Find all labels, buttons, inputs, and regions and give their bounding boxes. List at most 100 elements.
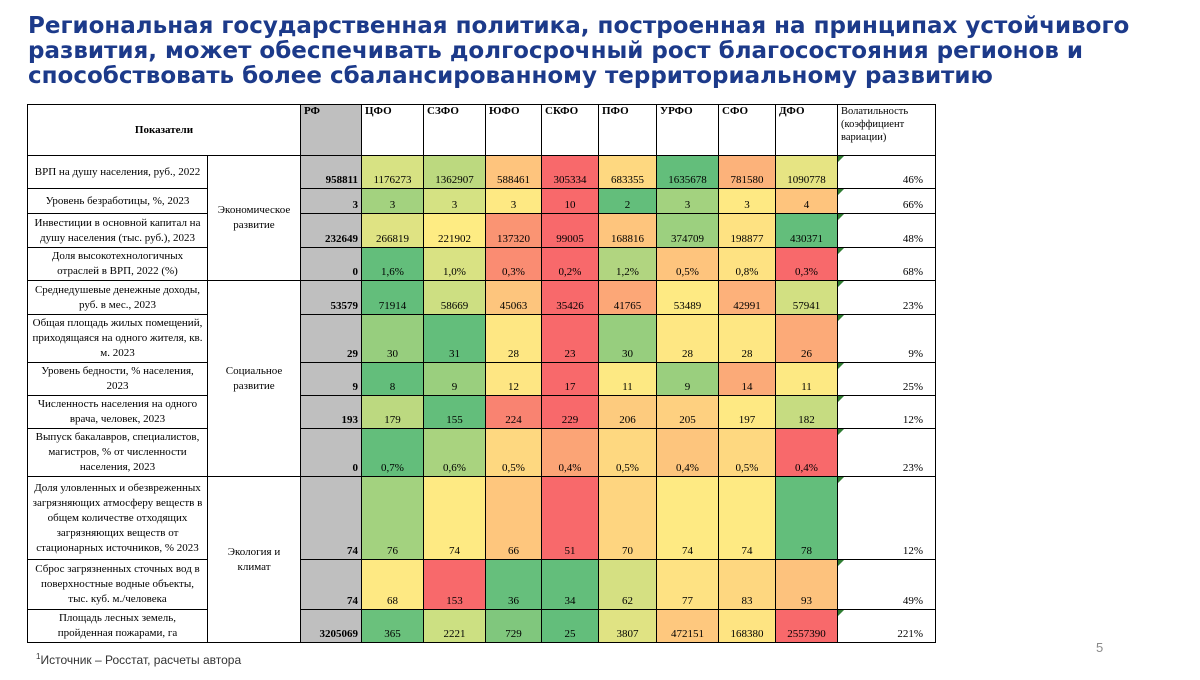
district-value: 168380 [718,609,776,643]
district-value: 76 [361,476,424,560]
district-value: 0,4% [775,428,838,477]
district-value: 30 [361,314,424,363]
indicator-label: Численность населения на одного врача, ч… [27,395,208,429]
district-value: 58669 [423,280,486,315]
district-value: 9 [423,362,486,396]
volatility-value: 66% [837,188,936,214]
header-dfo: ДФО [775,104,838,156]
table-body: ВРП на душу населения, руб., 2022 Экономи… [27,155,936,643]
district-value: 51 [541,476,599,560]
district-value: 1176273 [361,155,424,189]
volatility-value: 23% [837,428,936,477]
district-value: 45063 [485,280,542,315]
district-value: 1635678 [656,155,719,189]
table-row: Площадь лесных земель, пройденная пожара… [27,609,936,643]
district-value: 229 [541,395,599,429]
district-value: 28 [656,314,719,363]
rf-value: 0 [300,428,362,477]
district-value: 35426 [541,280,599,315]
district-value: 12 [485,362,542,396]
district-value: 683355 [598,155,657,189]
district-value: 77 [656,559,719,610]
district-value: 28 [485,314,542,363]
indicator-label: Общая площадь жилых помещений, приходяща… [27,314,208,363]
indicator-label: Уровень бедности, % населения, 2023 [27,362,208,396]
header-skfo: СКФО [541,104,599,156]
district-value: 153 [423,559,486,610]
indicator-label: Уровень безработицы, %, 2023 [27,188,208,214]
rf-value: 3 [300,188,362,214]
district-value: 1,2% [598,247,657,281]
district-value: 30 [598,314,657,363]
district-value: 374709 [656,213,719,248]
page-title: Региональная государственная политика, п… [28,13,1130,89]
indicator-label: Площадь лесных земель, пройденная пожара… [27,609,208,643]
district-value: 26 [775,314,838,363]
rf-value: 9 [300,362,362,396]
district-value: 70 [598,476,657,560]
header-volatility: Волатильность (коэффициент вариации) [837,104,936,156]
district-value: 0,4% [541,428,599,477]
district-value: 137320 [485,213,542,248]
district-value: 4 [775,188,838,214]
district-value: 0,5% [598,428,657,477]
indicators-table-wrapper: Показатели РФ ЦФО СЗФО ЮФО СКФО ПФО УРФО… [27,104,936,643]
district-value: 168816 [598,213,657,248]
district-value: 71914 [361,280,424,315]
rf-value: 3205069 [300,609,362,643]
indicator-label: Среднедушевые денежные доходы, руб. в ме… [27,280,208,315]
district-value: 0,5% [485,428,542,477]
district-value: 23 [541,314,599,363]
rf-value: 74 [300,476,362,560]
volatility-value: 221% [837,609,936,643]
district-value: 1,0% [423,247,486,281]
district-value: 224 [485,395,542,429]
district-value: 53489 [656,280,719,315]
district-value: 206 [598,395,657,429]
indicator-label: Доля высокотехнологичных отраслей в ВРП,… [27,247,208,281]
district-value: 0,3% [775,247,838,281]
district-value: 3 [485,188,542,214]
district-value: 472151 [656,609,719,643]
volatility-value: 49% [837,559,936,610]
rf-value: 232649 [300,213,362,248]
header-rf: РФ [300,104,362,156]
group-label: Экология и климат [207,476,301,643]
district-value: 11 [598,362,657,396]
district-value: 430371 [775,213,838,248]
table-row: ВРП на душу населения, руб., 2022 Экономи… [27,155,936,281]
table-row: Инвестиции в основной капитал на душу на… [27,213,936,248]
rf-value: 193 [300,395,362,429]
district-value: 1090778 [775,155,838,189]
header-szfo: СЗФО [423,104,486,156]
district-value: 305334 [541,155,599,189]
page-number: 5 [1096,640,1104,655]
district-value: 1362907 [423,155,486,189]
indicator-label: Инвестиции в основной капитал на душу на… [27,213,208,248]
table-row: Выпуск бакалавров, специалистов, магистр… [27,428,936,477]
district-value: 66 [485,476,542,560]
district-value: 74 [718,476,776,560]
district-value: 78 [775,476,838,560]
source-footnote: 1Источник – Росстат, расчеты автора [36,652,241,667]
district-value: 0,5% [656,247,719,281]
volatility-value: 46% [837,155,936,189]
district-value: 182 [775,395,838,429]
header-sfo: СФО [718,104,776,156]
header-cfo: ЦФО [361,104,424,156]
table-row: Численность населения на одного врача, ч… [27,395,936,429]
footnote-marker: 1 [36,652,41,661]
district-value: 11 [775,362,838,396]
district-value: 28 [718,314,776,363]
district-value: 3 [718,188,776,214]
district-value: 781580 [718,155,776,189]
table-row: Доля высокотехнологичных отраслей в ВРП,… [27,247,936,281]
table-row: Уровень безработицы, %, 2023 3 3 3 3 10 2 3 3 4 66… [27,188,936,214]
indicator-label: ВРП на душу населения, руб., 2022 [27,155,208,189]
district-value: 3807 [598,609,657,643]
indicators-table: Показатели РФ ЦФО СЗФО ЮФО СКФО ПФО УРФО… [27,104,936,643]
district-value: 41765 [598,280,657,315]
volatility-value: 12% [837,395,936,429]
district-value: 10 [541,188,599,214]
group-label: Социальное развитие [207,280,301,477]
